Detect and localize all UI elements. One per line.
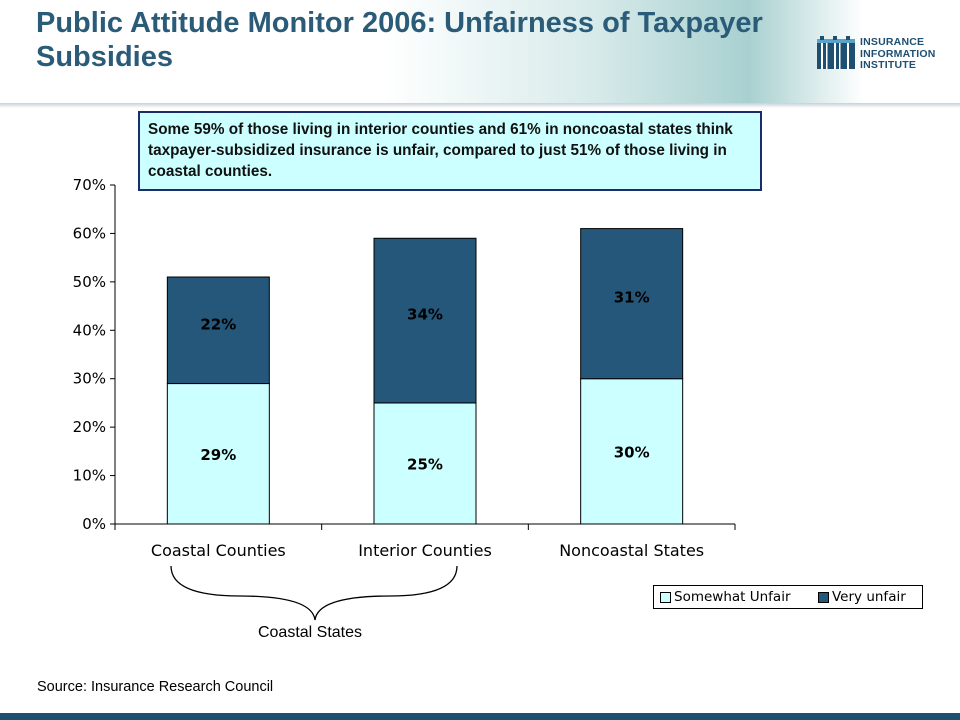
iii-logo: INSURANCE INFORMATION INSTITUTE — [816, 36, 946, 72]
bar-value-label: 34% — [407, 306, 443, 324]
header-band — [0, 0, 960, 104]
chart-legend: Somewhat Unfair Very unfair — [653, 585, 923, 609]
logo-line-3: INSTITUTE — [860, 59, 917, 71]
logo-line-1: INSURANCE — [860, 36, 925, 48]
legend-item-very-unfair: Very unfair — [818, 589, 906, 605]
y-tick-label: 30% — [73, 370, 106, 388]
logo-line-2: INFORMATION — [860, 47, 936, 60]
bar-value-label: 22% — [200, 315, 236, 333]
y-tick-label: 10% — [73, 467, 106, 485]
y-tick-label: 20% — [73, 418, 106, 436]
brace-label: Coastal States — [257, 624, 363, 641]
bar-value-label: 25% — [407, 455, 443, 473]
y-tick-label: 40% — [73, 321, 106, 339]
bar-somewhat-unfair — [373, 402, 477, 525]
callout-box: Some 59% of those living in interior cou… — [138, 111, 762, 191]
bar-value-label: 30% — [614, 443, 650, 461]
x-tick-label: Coastal Counties — [151, 541, 286, 560]
x-tick-label: Noncoastal States — [559, 541, 704, 560]
y-tick-label: 0% — [82, 515, 106, 533]
legend-item-somewhat-unfair: Somewhat Unfair — [660, 589, 791, 605]
y-tick-label: 70% — [73, 176, 106, 194]
legend-label-very-unfair: Very unfair — [832, 589, 906, 605]
bar-somewhat-unfair — [166, 383, 270, 525]
x-tick-label: Interior Counties — [358, 541, 492, 560]
source-note: Source: Insurance Research Council — [37, 679, 274, 695]
iii-logo-icon — [817, 36, 855, 69]
y-tick-label: 60% — [73, 224, 106, 242]
legend-swatch-somewhat-unfair — [660, 591, 671, 603]
bar-somewhat-unfair — [580, 378, 684, 525]
bar-very-unfair — [373, 237, 477, 404]
footer-bar — [0, 713, 960, 720]
bar-value-label: 29% — [200, 446, 236, 464]
iii-logo-text: INSURANCE INFORMATION INSTITUTE — [860, 36, 936, 72]
bar-value-label: 31% — [614, 289, 650, 307]
bar-very-unfair — [580, 228, 684, 380]
slide-title: Public Attitude Monitor 2006: Unfairness… — [36, 7, 763, 73]
y-tick-label: 50% — [73, 273, 106, 291]
legend-swatch-very-unfair — [818, 591, 829, 603]
bar-very-unfair — [166, 276, 270, 385]
legend-label-somewhat-unfair: Somewhat Unfair — [674, 589, 791, 605]
header-rule — [0, 103, 960, 108]
